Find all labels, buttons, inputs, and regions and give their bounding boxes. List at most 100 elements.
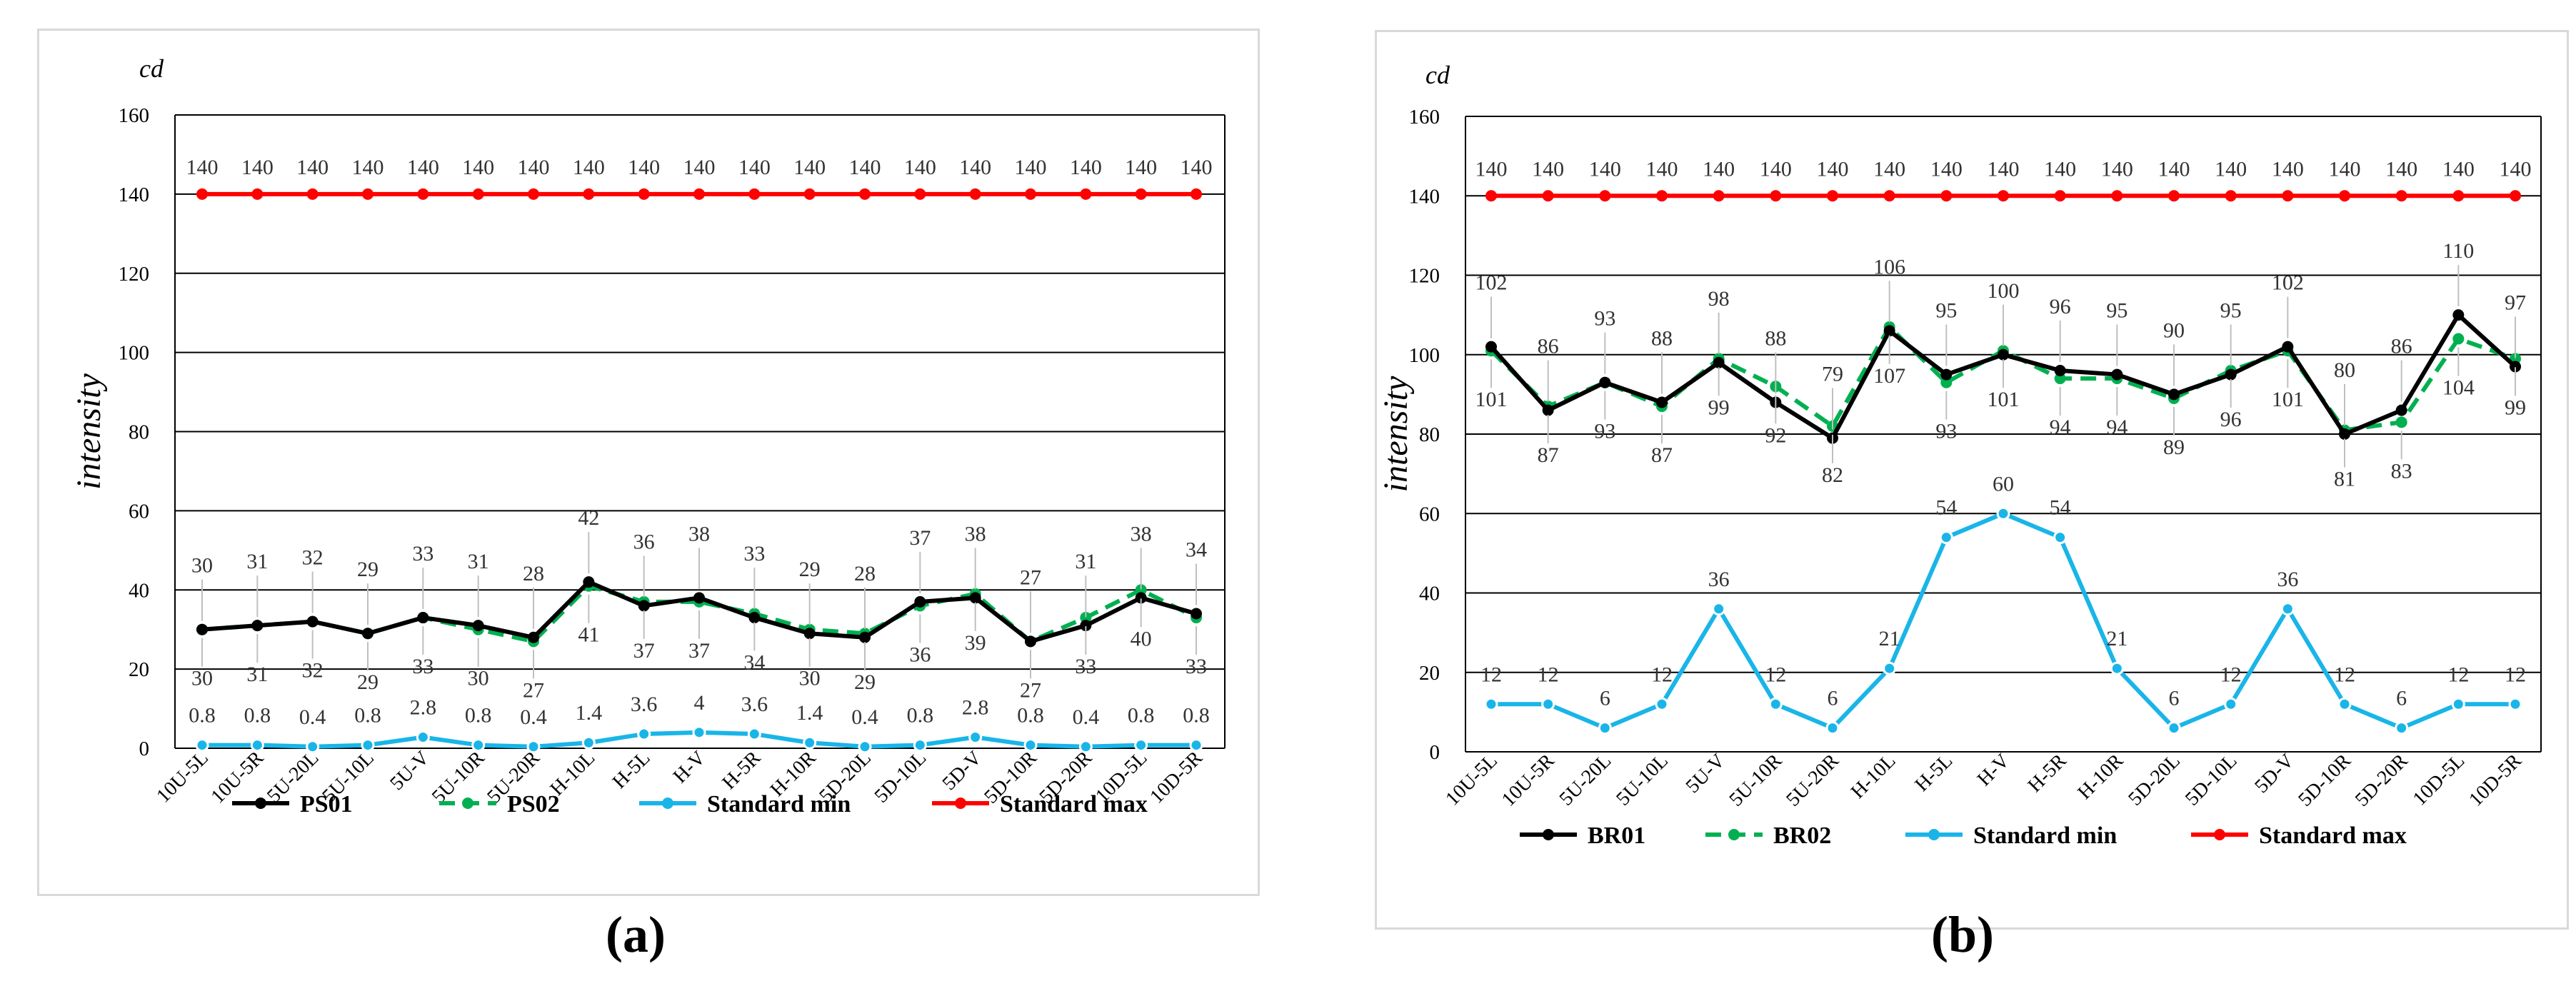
data-label: 140 [628,156,660,179]
data-label: 106 [1873,255,1905,278]
y-tick-label: 40 [129,579,149,602]
data-label: 140 [2215,157,2247,181]
data-label: 140 [186,156,219,179]
data-point-standard-max [2054,190,2066,202]
data-point-standard-min [2110,661,2124,675]
data-label: 0.8 [1017,704,1044,728]
x-tick-label: 10U-5R [1498,750,1559,811]
data-label: 110 [2442,239,2474,263]
data-label: 140 [296,156,329,179]
data-label: 0.4 [299,705,326,729]
x-tick-label: H-10L [1847,750,1900,803]
data-label: 0.8 [354,704,381,728]
data-label: 0.8 [1128,704,1155,728]
chart-panel-a: cd intensity 0 20 40 60 80 100 120 140 160 10U-5L 10… [37,29,1260,896]
data-label: 95 [1935,299,1957,323]
data-point-ps01 [362,628,374,640]
data-label: 2.8 [962,695,989,719]
data-point-standard-min [2395,721,2409,735]
y-tick-label: 140 [1409,185,1440,208]
data-point-standard-max [306,188,319,200]
legend-marker [2214,829,2225,840]
data-point-standard-min [1825,721,1840,735]
unit-label: cd [139,54,164,83]
data-point-standard-max [1599,190,1611,202]
data-label: 98 [1708,287,1730,311]
y-tick-label: 100 [1409,344,1440,367]
data-point-br01 [1940,368,1953,381]
x-tick-label: 10D-5R [1146,747,1207,808]
data-label: 0.8 [907,704,934,728]
data-point-br01 [1998,348,2009,361]
data-label: 80 [2334,358,2355,382]
y-tick-label: 0 [139,738,150,760]
data-point-standard-max [859,188,871,200]
data-label: 93 [1594,420,1615,443]
data-label: 38 [688,522,710,545]
data-point-standard-min [306,740,320,754]
data-point-br02 [2054,373,2066,385]
data-label: 140 [518,156,550,179]
data-point-ps01 [693,592,705,604]
data-label: 0.8 [189,704,216,728]
data-point-br01 [1542,404,1554,416]
data-point-standard-max [2225,190,2237,202]
data-label: 21 [2106,627,2128,650]
data-point-br01 [2510,361,2521,373]
x-tick-label: 5D-20R [2351,750,2412,811]
data-label: 0.8 [1183,704,1210,728]
data-label: 28 [854,562,876,585]
y-tick-label: 140 [119,183,150,206]
data-label: 29 [357,558,379,581]
data-point-standard-max [1656,190,1668,202]
data-label: 140 [1475,157,1508,181]
data-point-standard-max [1827,190,1838,202]
data-label: 29 [357,670,379,694]
legend-marker [255,798,266,809]
data-point-br01 [1485,341,1497,353]
data-point-standard-max [638,188,650,200]
data-label: 0.4 [520,705,547,729]
data-label: 31 [246,663,268,686]
data-label: 4 [694,691,705,715]
data-label: 140 [2272,157,2304,181]
data-label: 27 [523,678,544,702]
x-tick-label: 5D-10L [871,747,931,808]
data-label: 83 [2391,459,2412,483]
legend-marker [1728,829,1740,840]
data-label: 31 [246,550,268,573]
data-label: 107 [1873,364,1905,388]
legend-marker [462,798,473,809]
y-tick-label: 20 [129,658,149,681]
data-label: 96 [2220,408,2242,431]
data-label: 140 [462,156,494,179]
y-tick-label: 80 [129,421,149,444]
data-point-standard-min [1883,661,1897,675]
data-label: 95 [2106,299,2128,323]
x-tick-label: 5D-10L [2181,750,2242,810]
data-label: 140 [849,156,881,179]
data-label: 12 [2505,663,2526,686]
data-label: 140 [1181,156,1213,179]
data-point-br02 [1940,376,1953,388]
x-tick-label: 10D-5R [2465,750,2526,811]
data-point-standard-max [362,188,374,200]
caption-a: (a) [606,906,666,963]
data-point-ps01 [417,612,429,624]
data-point-ps01 [859,631,871,643]
data-point-standard-min [1598,721,1612,735]
data-label: 90 [2163,318,2185,342]
data-point-ps02 [1135,584,1147,596]
data-point-standard-max [417,188,429,200]
x-tick-label: H-5L [1910,750,1957,796]
data-point-br02 [2452,333,2465,345]
y-tick-label: 120 [119,263,150,286]
data-label: 92 [1765,423,1786,447]
data-point-standard-min [195,738,209,753]
data-label: 140 [1646,157,1678,181]
data-label: 40 [1131,627,1152,650]
data-label: 140 [2101,157,2133,181]
x-tick-label: 5U-V [386,747,433,795]
data-label: 140 [241,156,274,179]
legend-label: PS02 [507,791,560,818]
